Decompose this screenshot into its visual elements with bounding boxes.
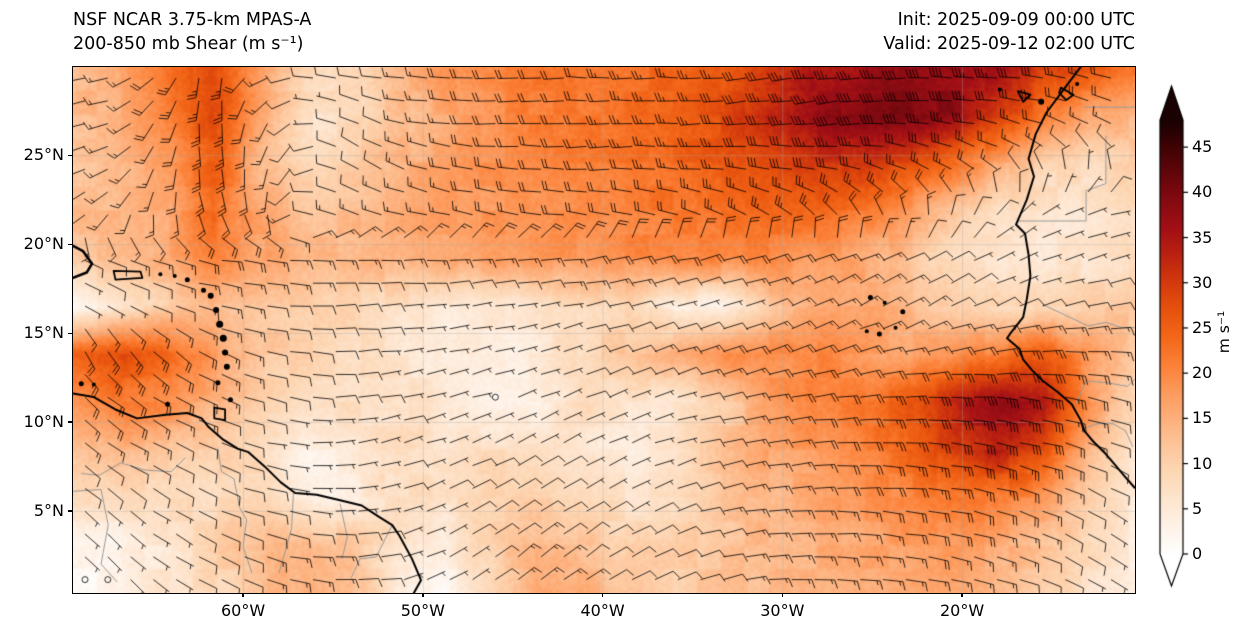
colorbar-tick-label: 15 xyxy=(1192,408,1213,428)
lon-tick-label: 40°W xyxy=(580,601,625,620)
lon-tick-mark xyxy=(961,593,963,597)
lat-tick-label: 25°N xyxy=(23,145,64,165)
lat-tick-mark xyxy=(68,510,72,512)
lon-tick-mark xyxy=(601,593,604,597)
lat-tick-label: 20°N xyxy=(23,234,64,254)
colorbar-tick-label: 10 xyxy=(1192,453,1213,473)
colorbar-tick-label: 30 xyxy=(1192,272,1213,292)
lon-tick-label: 60°W xyxy=(220,601,266,620)
lat-tick-mark xyxy=(68,154,72,157)
lon-tick-label: 50°W xyxy=(400,601,445,620)
init-valid-block: Init: 2025-09-09 00:00 UTC Valid: 2025-09… xyxy=(883,8,1135,56)
lon-tick-mark xyxy=(781,593,784,597)
lon-tick-mark xyxy=(422,593,424,597)
plot-title: NSF NCAR 3.75-km MPAS-A 200-850 mb Shear … xyxy=(73,8,311,56)
colorbar-tick-label: 40 xyxy=(1192,182,1213,202)
lon-tick-label: 30°W xyxy=(760,601,805,620)
colorbar-unit-label: m s⁻¹ xyxy=(1215,310,1233,354)
lon-tick-mark xyxy=(242,593,244,597)
plot-title-line1: NSF NCAR 3.75-km MPAS-A xyxy=(73,10,312,30)
colorbar-canvas xyxy=(1156,82,1192,594)
init-time-label: Init: 2025-09-09 00:00 UTC xyxy=(897,10,1135,30)
colorbar-tick-label: 45 xyxy=(1192,137,1213,157)
lat-tick-mark xyxy=(68,243,72,246)
lon-tick-label: 20°W xyxy=(939,601,985,620)
lat-tick-mark xyxy=(68,332,72,335)
valid-time-label: Valid: 2025-09-12 02:00 UTC xyxy=(883,34,1135,54)
colorbar-tick-label: 5 xyxy=(1192,498,1203,518)
lat-tick-label: 15°N xyxy=(23,323,64,343)
colorbar-tick-label: 0 xyxy=(1192,544,1203,563)
colorbar-tick-label: 25 xyxy=(1192,317,1213,337)
colorbar-tick-label: 35 xyxy=(1192,227,1213,247)
plot-title-line2: 200-850 mb Shear (m s⁻¹) xyxy=(73,34,304,54)
lat-tick-mark xyxy=(68,421,72,423)
shear-map-canvas xyxy=(73,67,1135,593)
colorbar-tick-label: 20 xyxy=(1192,363,1213,383)
lat-tick-label: 10°N xyxy=(23,411,64,431)
lat-tick-label: 5°N xyxy=(33,500,64,520)
